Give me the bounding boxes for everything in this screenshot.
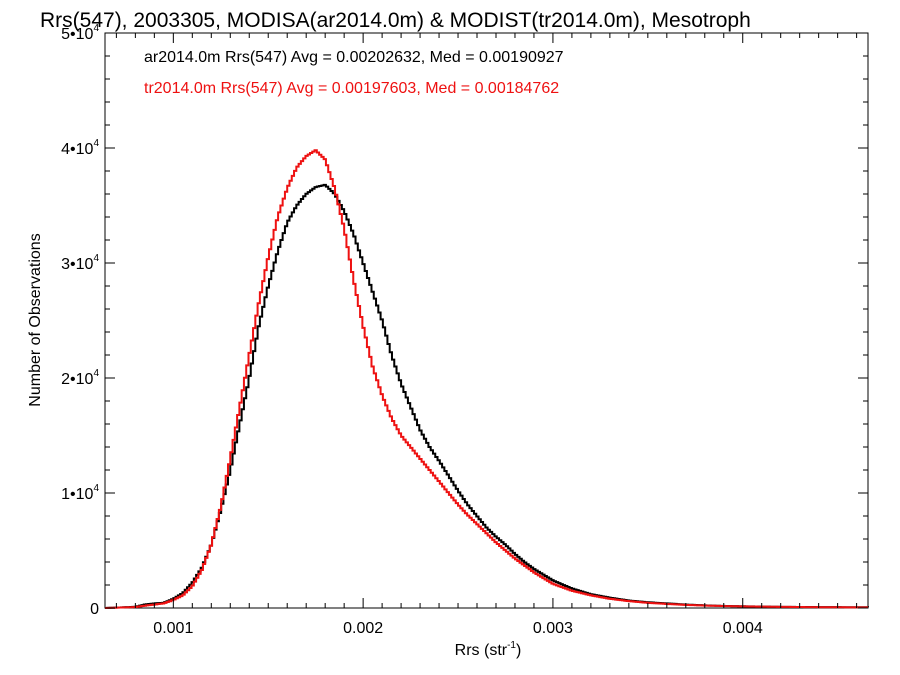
x-axis-label-close: ) — [516, 642, 521, 659]
series-ar2014-line — [105, 183, 869, 609]
y-tick-label: 2•104 — [61, 368, 99, 388]
x-tick-label: 0.003 — [533, 620, 573, 637]
plot-border — [104, 32, 869, 609]
x-tick-label: 0.002 — [343, 620, 383, 637]
y-tick-label: 0 — [90, 601, 99, 618]
x-tick-label: 0.004 — [723, 620, 763, 637]
y-axis-label: Number of Observations — [27, 233, 44, 406]
series-tr2014-line — [105, 149, 868, 609]
legend-entry-tr2014: tr2014.0m Rrs(547) Avg = 0.00197603, Med… — [144, 80, 559, 97]
x-axis-label-main: Rrs (str — [455, 642, 508, 659]
x-tick-label: 0.001 — [153, 620, 193, 637]
x-axis-label: Rrs (str-1) — [455, 640, 522, 659]
x-axis-ticks: 0.001 0.002 0.003 0.004 — [115, 33, 858, 637]
legend: ar2014.0m Rrs(547) Avg = 0.00202632, Med… — [144, 49, 564, 97]
chart-title: Rrs(547), 2003305, MODISA(ar2014.0m) & M… — [40, 9, 751, 32]
y-axis-ticks: 0 1•104 2•104 3•104 4•104 5•104 — [61, 23, 868, 618]
y-tick-label: 5•104 — [61, 23, 99, 43]
x-axis-label-exponent: -1 — [507, 640, 516, 651]
y-tick-label: 4•104 — [61, 138, 99, 158]
plot-frame — [104, 32, 869, 609]
y-tick-label: 1•104 — [61, 483, 99, 503]
series-layer — [105, 149, 869, 609]
legend-entry-ar2014: ar2014.0m Rrs(547) Avg = 0.00202632, Med… — [144, 49, 564, 66]
y-tick-label: 3•104 — [61, 253, 99, 273]
